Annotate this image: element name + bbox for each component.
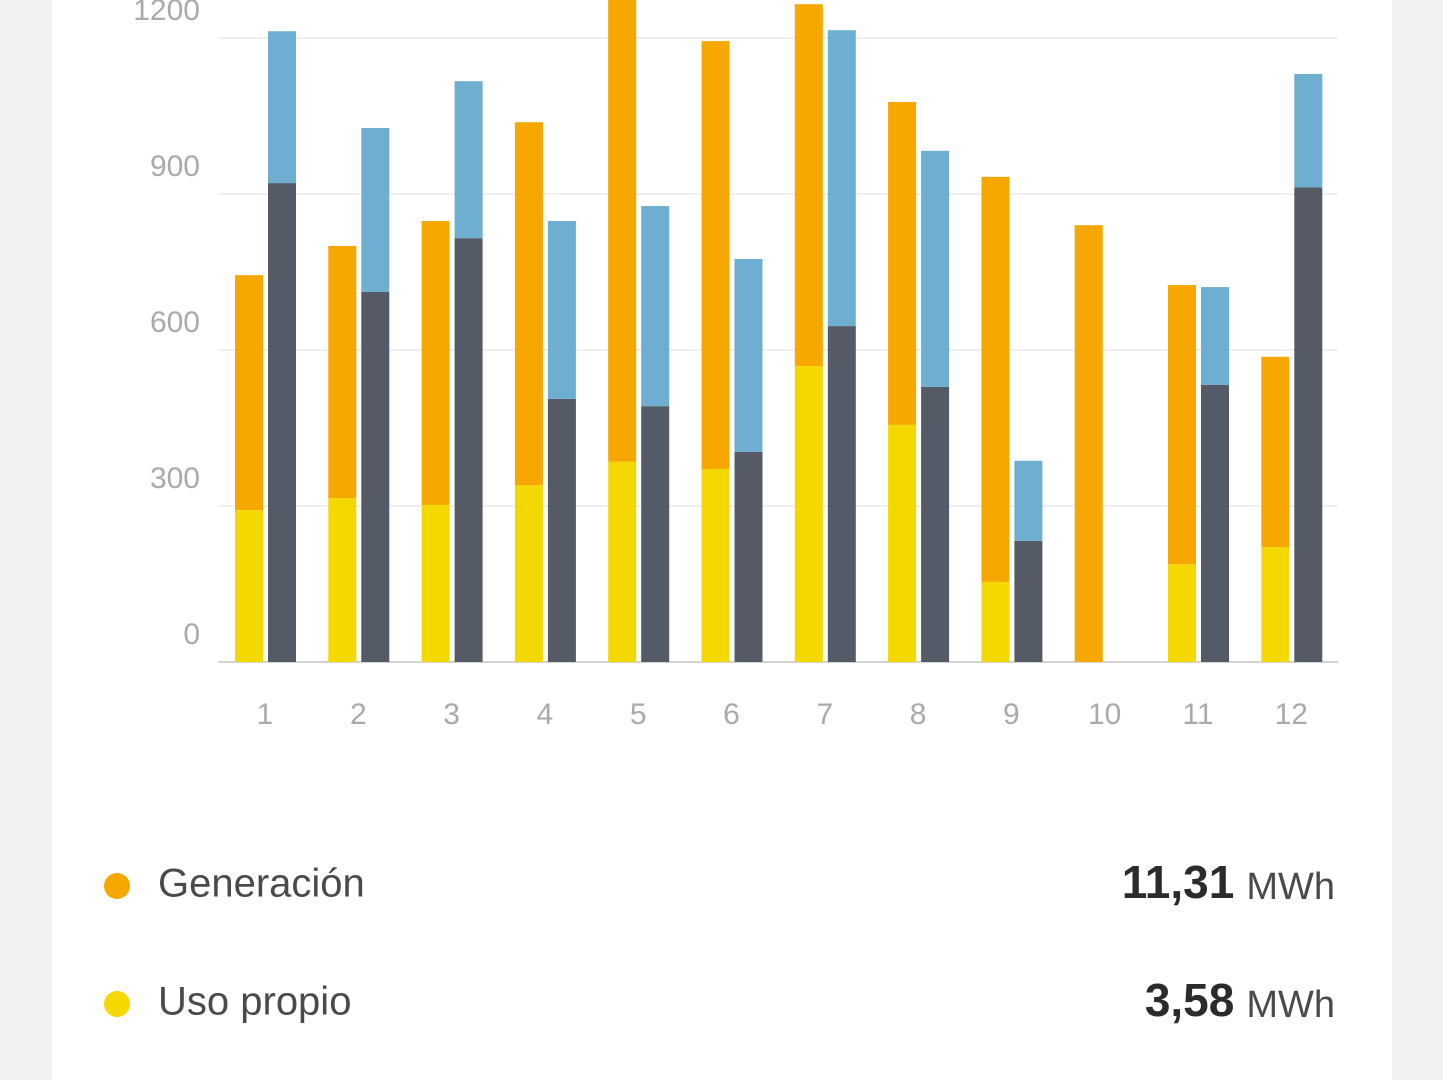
x-tick-label: 10 xyxy=(1088,698,1121,731)
bar-segment xyxy=(608,461,637,662)
bar-segment xyxy=(1168,285,1196,565)
x-tick-label: 1 xyxy=(257,698,274,731)
y-tick-label: 900 xyxy=(150,150,200,183)
bar-segment xyxy=(1014,540,1043,662)
x-tick-label: 8 xyxy=(910,698,927,731)
legend-unit: MWh xyxy=(1246,866,1335,908)
bar-segment xyxy=(794,366,823,662)
bar-segment xyxy=(1014,460,1043,541)
bar-segment xyxy=(1261,356,1290,548)
bar-segment xyxy=(1201,287,1229,385)
bar-segment xyxy=(734,451,763,662)
x-tick-label: 9 xyxy=(1003,698,1020,731)
y-tick-label: 600 xyxy=(150,306,200,339)
bar-segment xyxy=(1294,73,1323,188)
bar-segment xyxy=(1294,187,1323,663)
bar-segment xyxy=(454,238,483,662)
bar-segment xyxy=(1201,384,1229,662)
x-tick-label: 11 xyxy=(1182,698,1213,731)
bar-segment xyxy=(1261,547,1290,662)
bar-segment xyxy=(888,101,917,425)
bar-segment xyxy=(268,31,296,184)
x-tick-label: 6 xyxy=(723,698,740,731)
legend-dot xyxy=(104,991,130,1017)
bar-segment xyxy=(1168,564,1196,662)
bar-segment xyxy=(641,406,670,662)
bar-segment xyxy=(734,259,763,452)
x-tick-label: 3 xyxy=(443,698,460,731)
x-tick-label: 12 xyxy=(1275,698,1308,731)
legend-total: 11,31 xyxy=(1122,856,1235,908)
bar-segment xyxy=(827,30,856,327)
bar-segment xyxy=(701,469,730,662)
bar-segment xyxy=(981,176,1010,582)
legend-dot xyxy=(104,873,130,899)
bar-segment xyxy=(361,291,390,662)
bar-segment xyxy=(827,326,856,662)
bar-segment xyxy=(361,127,390,292)
bar-segment xyxy=(268,183,296,662)
bar-segment xyxy=(421,221,450,505)
bar-segment xyxy=(421,504,450,662)
bar-segment xyxy=(921,150,950,387)
bar-segment xyxy=(608,0,637,462)
x-tick-label: 7 xyxy=(816,698,833,731)
bar-segment xyxy=(641,205,670,407)
y-tick-label: 1200 xyxy=(133,0,200,27)
x-tick-label: 5 xyxy=(630,698,647,731)
bar-segment xyxy=(888,424,917,662)
bar-segment xyxy=(235,510,263,662)
bar-segment xyxy=(235,275,263,511)
bar-segment xyxy=(981,581,1010,662)
y-tick-label: 0 xyxy=(183,618,200,651)
legend-total: 3,58 xyxy=(1145,974,1235,1026)
bar-segment xyxy=(547,398,576,662)
legend-unit: MWh xyxy=(1246,984,1335,1026)
bar-segment xyxy=(921,386,950,662)
bar-segment xyxy=(794,4,823,367)
legend-label: Generación xyxy=(158,862,365,906)
y-tick-label: 300 xyxy=(150,462,200,495)
bar-segment xyxy=(454,81,483,239)
bar-segment xyxy=(514,122,543,486)
bar-segment xyxy=(514,485,543,662)
bar-segment xyxy=(701,41,730,470)
x-tick-label: 2 xyxy=(350,698,367,731)
x-tick-label: 4 xyxy=(537,698,554,731)
legend-label: Uso propio xyxy=(158,980,351,1024)
bar-segment xyxy=(328,498,357,662)
bar-segment xyxy=(328,246,357,499)
bar-segment xyxy=(1074,225,1103,662)
bar-segment xyxy=(547,221,576,399)
